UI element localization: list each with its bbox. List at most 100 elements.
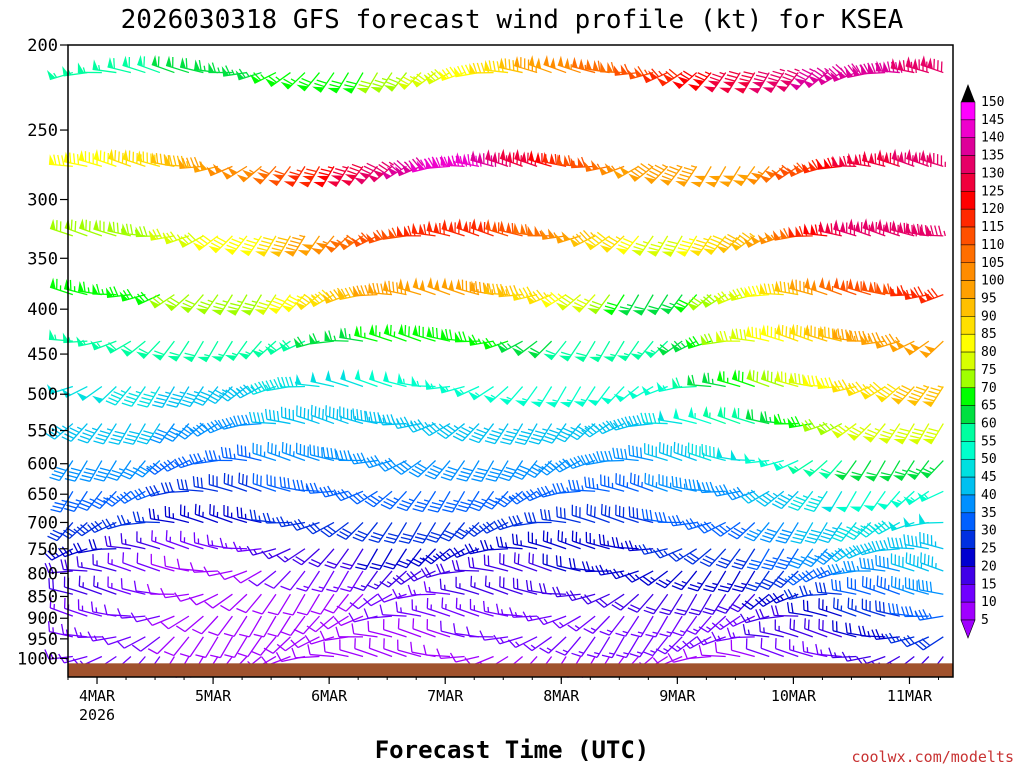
barb-full — [139, 226, 144, 237]
barb-full — [887, 537, 891, 548]
barb-full — [326, 447, 330, 458]
barb-full — [344, 84, 355, 88]
barb-flag — [730, 449, 737, 460]
wind-barb — [731, 548, 756, 570]
barb-staff — [212, 593, 233, 609]
wind-barb — [306, 615, 335, 633]
barb-full — [605, 238, 616, 246]
barb-staff — [857, 460, 872, 482]
barb-flag — [549, 153, 556, 165]
barb-flag — [135, 226, 142, 237]
wind-barb — [377, 457, 407, 472]
barb-full — [879, 555, 881, 567]
barb-full — [606, 302, 618, 307]
wind-barb — [426, 522, 451, 543]
barb-staff — [382, 614, 407, 617]
wind-barb — [470, 218, 494, 237]
barb-full — [841, 379, 849, 389]
barb-full — [711, 631, 718, 642]
barb-flag — [357, 234, 368, 244]
barb-full — [401, 499, 412, 505]
barb-full — [803, 585, 808, 596]
barb-full — [814, 224, 818, 235]
barb-flag — [779, 79, 792, 87]
barb-flag — [342, 88, 354, 94]
barb-full — [617, 418, 624, 429]
barb-flag — [441, 219, 448, 231]
wind-barb — [397, 618, 422, 638]
barb-flag — [912, 223, 918, 235]
barb-full — [265, 408, 268, 420]
wind-barb — [725, 615, 755, 627]
barb-full — [217, 419, 225, 430]
wind-barb — [702, 235, 727, 256]
barb-full — [743, 536, 755, 542]
barb-full — [330, 447, 334, 459]
wind-barb — [711, 484, 741, 497]
barb-staff — [586, 541, 610, 550]
barb-full — [857, 530, 867, 538]
barb-full — [837, 328, 841, 339]
wind-barb — [165, 530, 190, 550]
barb-half — [612, 422, 618, 428]
wind-barb — [174, 592, 204, 602]
barb-full — [478, 281, 482, 293]
barb-full — [760, 637, 763, 649]
barb-full — [393, 162, 402, 171]
barb-flag — [592, 60, 599, 71]
barb-full — [300, 480, 305, 491]
barb-flag — [918, 350, 931, 358]
wind-barb — [861, 598, 886, 617]
barb-full — [301, 77, 312, 84]
wind-barb — [166, 386, 190, 408]
barb-flag — [659, 179, 672, 186]
barb-full — [645, 606, 657, 612]
barb-full — [704, 607, 716, 612]
barb-flag — [825, 222, 832, 234]
barb-full — [473, 431, 485, 437]
wind-barb — [847, 278, 871, 296]
barb-full — [514, 471, 525, 477]
y-tick-label: 550 — [27, 422, 58, 442]
wind-barb — [876, 218, 901, 237]
barb-full — [277, 237, 289, 241]
wind-barb — [291, 647, 320, 659]
barb-full — [531, 512, 537, 523]
barb-full — [904, 152, 907, 164]
wind-barb — [136, 340, 161, 359]
barb-staff — [209, 483, 233, 492]
barb-full — [685, 629, 696, 635]
barb-full — [516, 437, 528, 442]
wind-barb — [570, 156, 596, 169]
barb-flag — [896, 285, 904, 296]
wind-barb — [72, 542, 102, 554]
barb-flag — [714, 294, 724, 304]
wind-barb — [875, 282, 900, 296]
barb-full — [759, 538, 771, 543]
barb-full — [210, 654, 221, 659]
barb-full — [272, 300, 283, 306]
wind-barb — [485, 149, 511, 168]
barb-staff — [54, 423, 74, 440]
barb-full — [427, 157, 435, 168]
barb-full — [711, 622, 721, 631]
barb-full — [825, 69, 834, 79]
barb-full — [865, 385, 875, 394]
barb-staff — [832, 385, 857, 393]
wind-barb — [862, 423, 886, 443]
barb-full — [348, 612, 355, 623]
barb-full — [584, 454, 591, 465]
wind-barb — [238, 340, 262, 360]
barb-full — [876, 575, 879, 587]
wind-barb — [746, 548, 770, 571]
barb-staff — [179, 568, 204, 572]
wind-barb — [192, 476, 219, 492]
barb-full — [833, 597, 835, 609]
barb-half — [305, 485, 309, 491]
barb-full — [831, 564, 838, 575]
barb-staff — [189, 636, 204, 658]
barb-full — [759, 497, 769, 505]
barb-full — [151, 296, 161, 305]
wind-barb — [49, 460, 74, 482]
barb-full — [133, 580, 137, 592]
